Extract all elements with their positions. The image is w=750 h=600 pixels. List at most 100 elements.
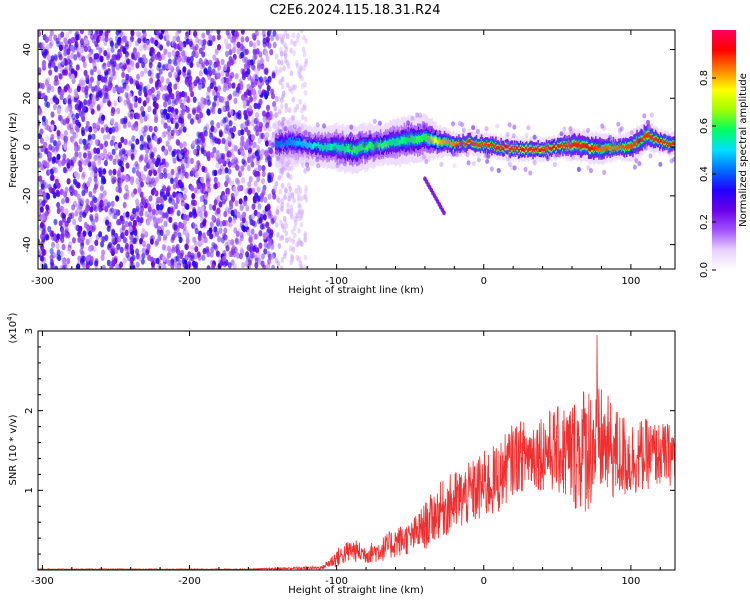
noise-dot: [164, 95, 169, 102]
fade-dot: [290, 192, 295, 199]
ridge-cell: [640, 136, 642, 142]
ridge-speck: [406, 120, 411, 126]
fade-dot: [275, 96, 279, 102]
noise-dot: [161, 158, 166, 165]
ridge-cell: [466, 141, 468, 146]
noise-dot: [98, 231, 103, 238]
ridge-speck: [486, 153, 491, 159]
noise-dot: [207, 86, 211, 93]
noise-dot: [116, 63, 121, 70]
noise-dot: [180, 184, 185, 192]
noise-dot: [175, 255, 180, 262]
ridge-cell: [387, 140, 389, 147]
ridge-cell: [334, 143, 337, 151]
fade-dot: [284, 102, 289, 109]
noise-dot: [116, 38, 121, 46]
noise-dot: [202, 232, 206, 239]
noise-dot: [172, 157, 177, 164]
noise-dot: [227, 151, 232, 158]
fade-dot: [285, 237, 289, 244]
noise-dot: [154, 240, 159, 247]
noise-dot: [46, 193, 51, 200]
noise-dot: [270, 142, 275, 149]
noise-dot: [193, 187, 198, 194]
noise-dot: [250, 161, 255, 168]
noise-dot: [75, 112, 80, 120]
ridge-cell: [365, 142, 368, 150]
noise-dot: [74, 91, 79, 98]
noise-dot: [240, 165, 245, 172]
noise-dot: [194, 50, 199, 58]
noise-dot: [137, 183, 142, 190]
noise-dot: [163, 122, 167, 129]
noise-dot: [150, 37, 155, 44]
ridge-cell: [395, 138, 397, 147]
noise-dot: [269, 49, 274, 56]
fade-dot: [284, 188, 288, 194]
noise-dot: [272, 122, 277, 129]
fade-dot: [301, 104, 306, 111]
ridge-speck: [646, 119, 650, 125]
noise-dot: [231, 82, 236, 89]
noise-dot: [249, 59, 254, 66]
noise-dot: [266, 262, 271, 269]
noise-dot: [103, 65, 108, 72]
noise-dot: [240, 30, 245, 35]
noise-dot: [271, 92, 275, 100]
fade-dot: [285, 82, 290, 89]
ridge-cell: [529, 146, 531, 151]
noise-dot: [201, 141, 206, 148]
noise-dot: [166, 252, 171, 259]
noise-dot: [229, 109, 234, 116]
ridge-cell: [503, 148, 506, 152]
ridge-cell: [328, 144, 330, 151]
noise-dot: [216, 122, 221, 129]
noise-dot: [228, 93, 233, 101]
noise-dot: [46, 207, 51, 215]
noise-dot: [74, 224, 79, 231]
noise-dot: [248, 156, 253, 163]
noise-dot: [261, 223, 266, 230]
fade-dot: [280, 234, 284, 241]
noise-dot: [43, 160, 48, 167]
fade-dot: [292, 197, 296, 204]
noise-dot: [184, 243, 189, 250]
ridge-cell: [501, 146, 503, 151]
ridge-cell: [645, 133, 648, 138]
noise-dot: [114, 154, 119, 161]
ridge-speck: [568, 126, 573, 132]
fade-dot: [273, 215, 278, 221]
ridge-cell: [665, 139, 667, 144]
noise-dot: [168, 71, 173, 78]
ridge-cell: [339, 145, 342, 152]
noise-dot: [215, 91, 220, 98]
ridge-cell: [573, 141, 576, 146]
ridge-speck: [349, 132, 353, 138]
ridge-cell: [507, 145, 510, 149]
ridge-cell: [362, 142, 364, 150]
fade-dot: [298, 239, 303, 246]
ridge-speck: [338, 160, 343, 166]
noise-dot: [264, 50, 269, 57]
ridge-cell: [489, 144, 491, 149]
ridge-speck: [377, 120, 382, 126]
noise-dot: [154, 190, 159, 197]
noise-dot: [205, 59, 210, 67]
ridge-cell: [636, 138, 638, 143]
noise-dot: [264, 140, 269, 147]
noise-dot: [253, 53, 258, 60]
ridge-cell: [619, 143, 622, 149]
noise-dot: [109, 40, 114, 47]
noise-dot: [38, 108, 41, 116]
ridge-cell: [305, 141, 308, 148]
noise-dot: [81, 184, 86, 191]
ridge-speck: [281, 116, 286, 122]
ridge-cell: [510, 146, 513, 151]
noise-dot: [102, 168, 107, 175]
ridge-speck: [629, 148, 634, 154]
noise-dot: [249, 96, 253, 103]
ridge-cell: [394, 139, 396, 147]
noise-dot: [245, 251, 250, 258]
ridge-cell: [274, 141, 277, 148]
noise-dot: [254, 262, 259, 269]
